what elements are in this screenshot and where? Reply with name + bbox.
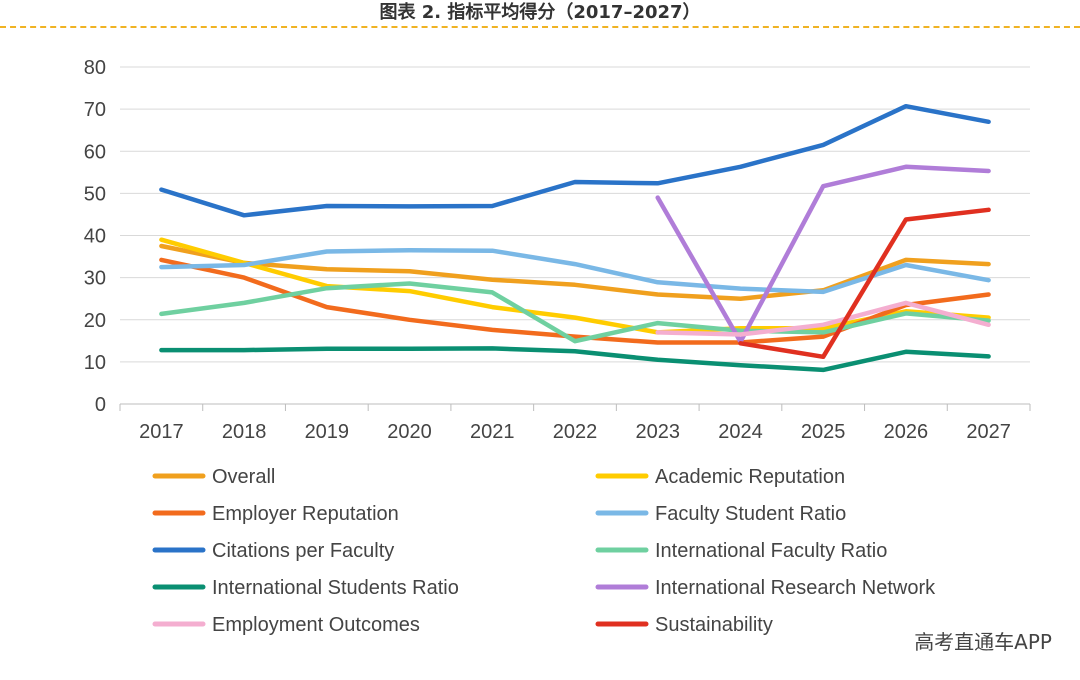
series-line-overall <box>159 243 991 301</box>
x-tick-label: 2027 <box>966 421 1011 443</box>
y-tick-label: 0 <box>95 394 106 416</box>
legend-label-employment-outcomes: Employment Outcomes <box>212 614 420 636</box>
x-tick-label: 2021 <box>470 421 515 443</box>
x-tick-label: 2024 <box>718 421 763 443</box>
x-tick-label: 2017 <box>139 421 184 443</box>
series-line-sustainability <box>738 207 991 360</box>
series-line-academic-reputation <box>159 237 991 335</box>
series-line-citations-per-faculty <box>159 103 991 218</box>
series-line-faculty-student-ratio <box>159 247 991 295</box>
x-tick-label: 2026 <box>884 421 929 443</box>
x-tick-label: 2020 <box>387 421 432 443</box>
x-tick-label: 2019 <box>305 421 350 443</box>
x-tick-label: 2022 <box>553 421 598 443</box>
legend-label-faculty-student-ratio: Faculty Student Ratio <box>655 503 846 525</box>
x-tick-label: 2023 <box>635 421 680 443</box>
legend-label-academic-reputation: Academic Reputation <box>655 466 845 488</box>
y-tick-label: 70 <box>84 99 106 121</box>
y-tick-label: 20 <box>84 310 106 332</box>
x-tick-label: 2025 <box>801 421 846 443</box>
y-tick-label: 80 <box>84 57 106 79</box>
watermark: 高考直通车APP <box>914 630 1052 654</box>
legend-label-international-students-ratio: International Students Ratio <box>212 577 459 599</box>
legend-label-international-research-network: International Research Network <box>655 577 936 599</box>
legend-label-overall: Overall <box>212 466 275 488</box>
y-tick-label: 40 <box>84 226 106 248</box>
series-line-international-faculty-ratio <box>159 281 991 344</box>
legend-label-international-faculty-ratio: International Faculty Ratio <box>655 540 887 562</box>
y-tick-label: 50 <box>84 183 106 205</box>
x-tick-label: 2018 <box>222 421 267 443</box>
y-tick-label: 60 <box>84 141 106 163</box>
legend-label-citations-per-faculty: Citations per Faculty <box>212 540 394 562</box>
series-line-international-research-network <box>655 164 991 344</box>
legend-label-employer-reputation: Employer Reputation <box>212 503 399 525</box>
chart-title: 图表 2. 指标平均得分（2017–2027） <box>379 2 701 23</box>
series-line-employment-outcomes <box>655 300 991 337</box>
series-line-international-students-ratio <box>159 346 991 373</box>
legend-label-sustainability: Sustainability <box>655 614 773 636</box>
title-divider <box>0 26 1080 28</box>
y-tick-label: 30 <box>84 268 106 290</box>
y-tick-label: 10 <box>84 352 106 374</box>
